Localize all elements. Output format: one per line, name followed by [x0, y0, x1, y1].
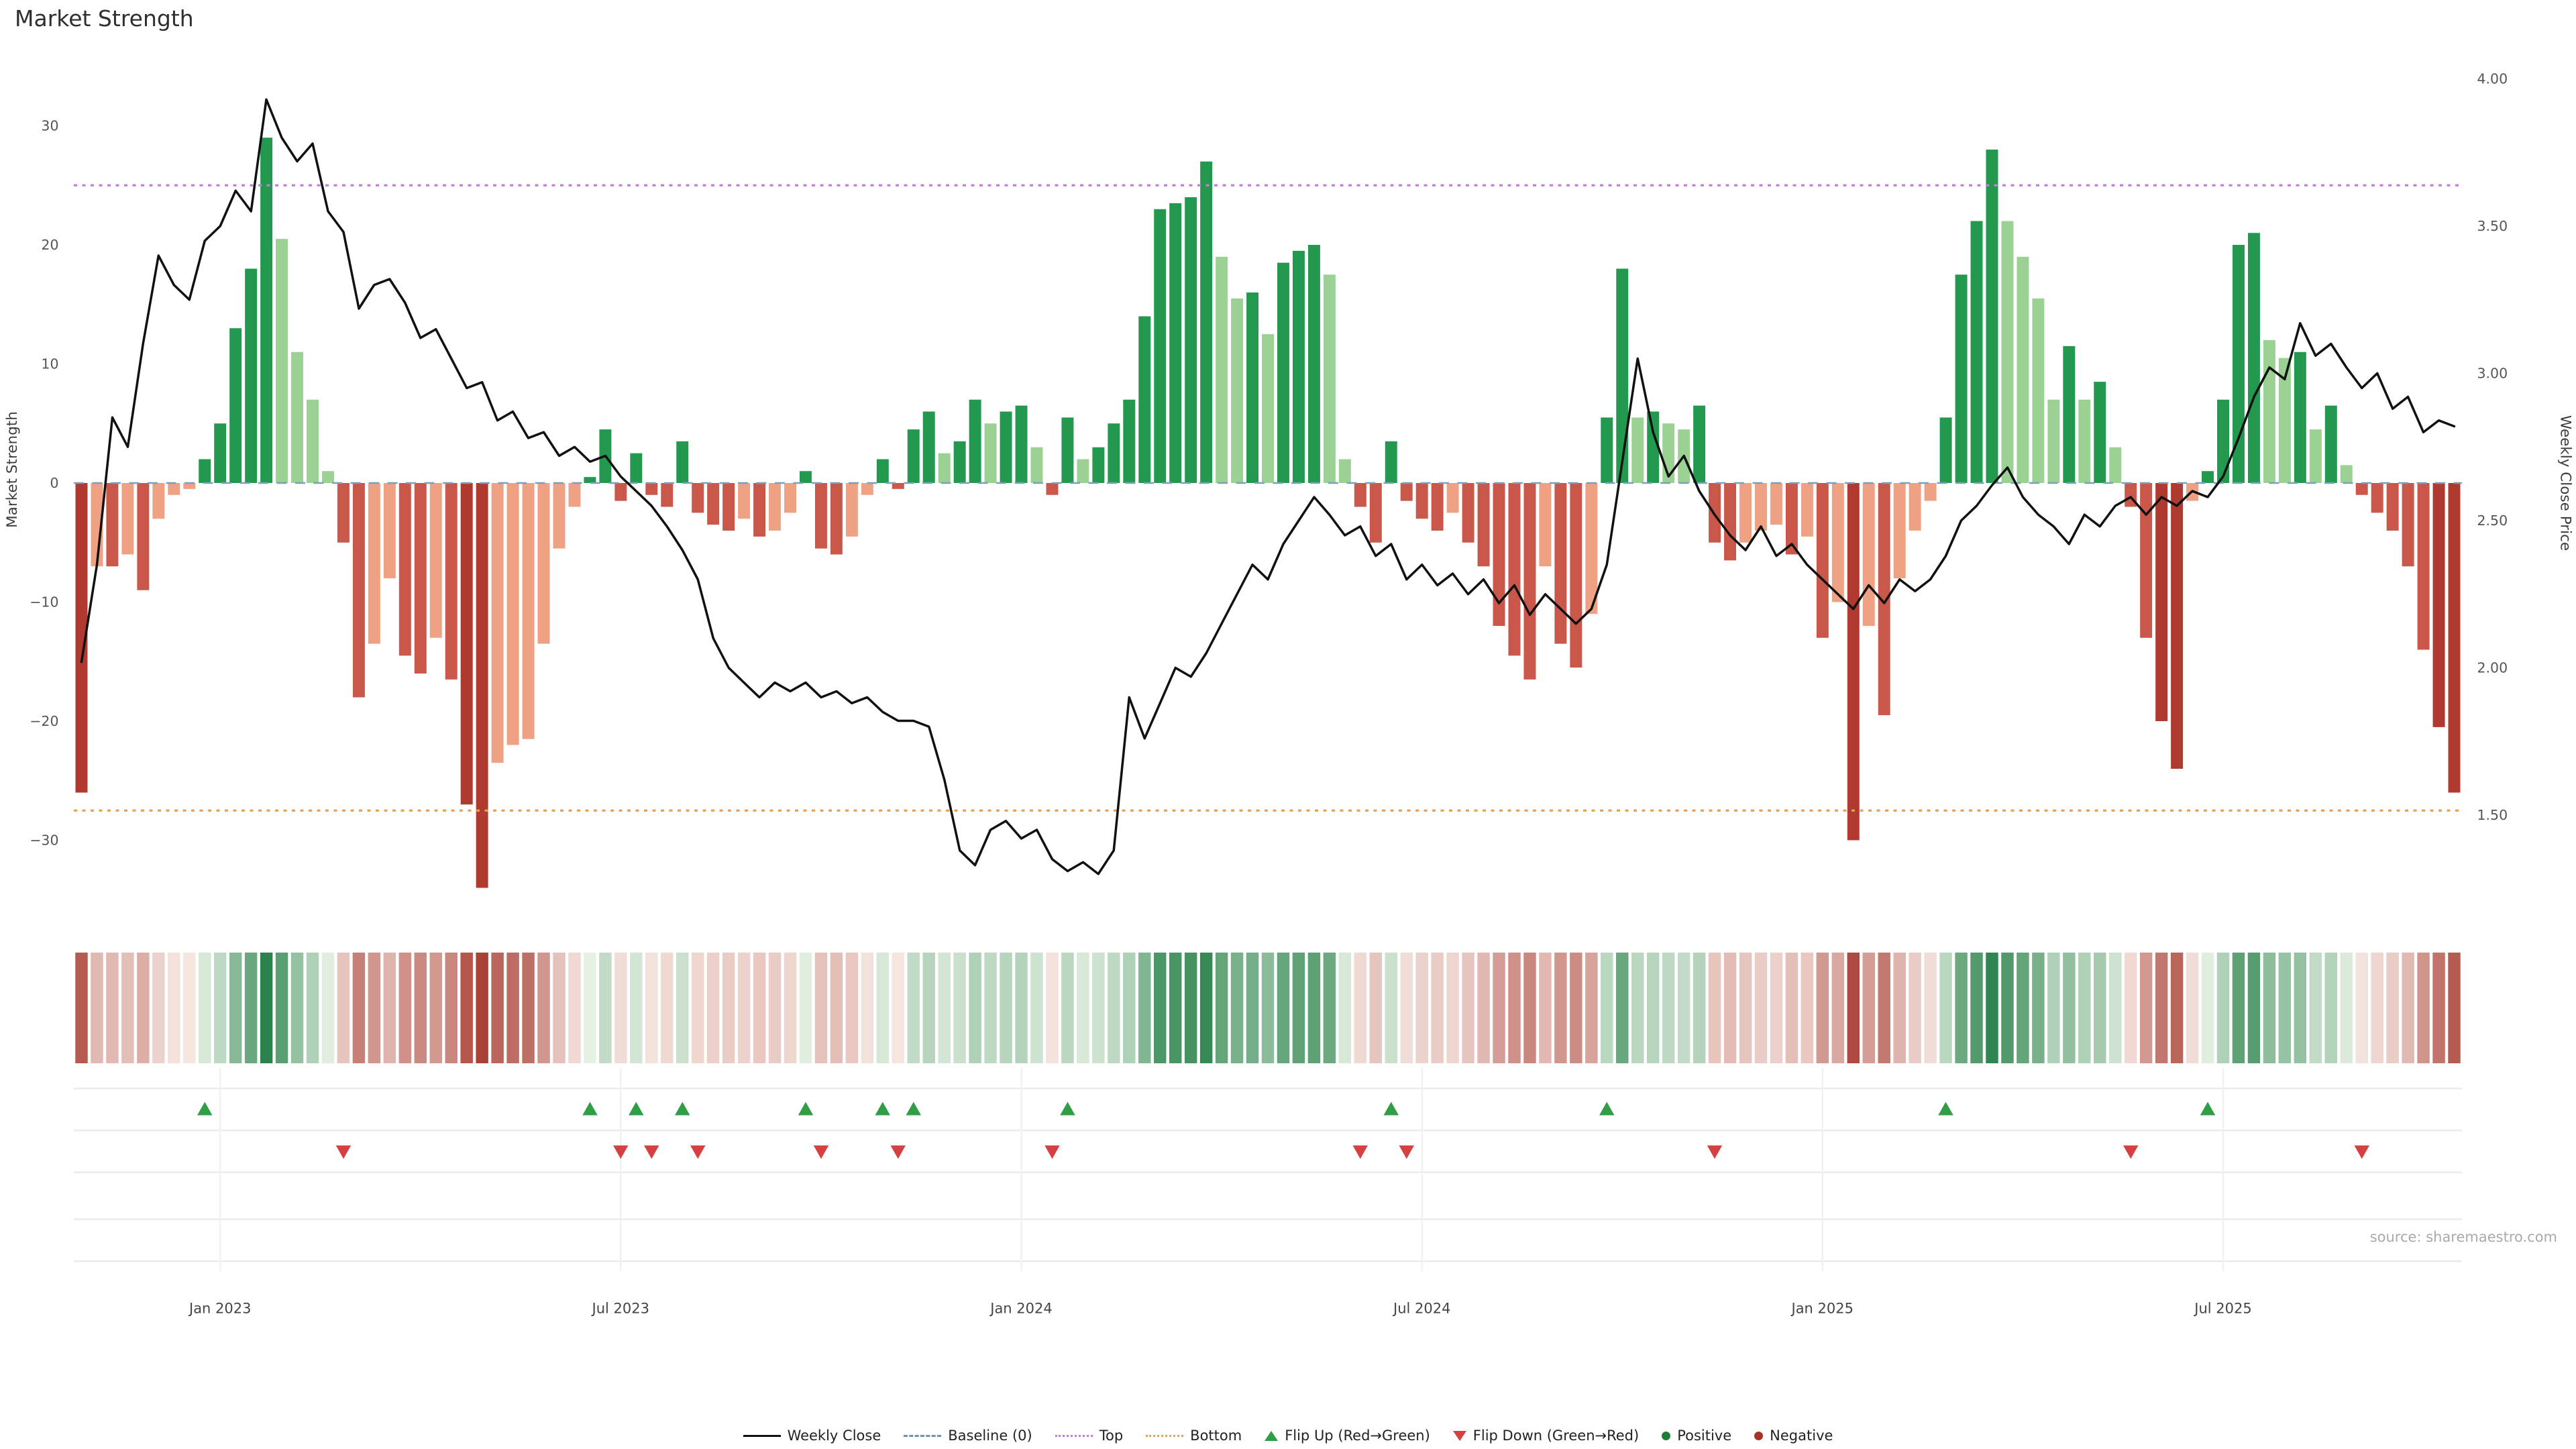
legend-label: Positive [1677, 1428, 1732, 1444]
svg-text:20: 20 [41, 237, 58, 253]
bottom-line-swatch [1146, 1434, 1184, 1437]
left-axis-title: Market Strength [4, 411, 21, 528]
weekly-close-line-swatch [743, 1434, 781, 1437]
svg-text:Jul 2023: Jul 2023 [591, 1301, 649, 1317]
svg-text:0: 0 [50, 475, 58, 491]
svg-text:Jan 2023: Jan 2023 [188, 1301, 252, 1317]
page-title: Market Strength [15, 5, 194, 32]
svg-text:4.00: 4.00 [2477, 71, 2508, 87]
svg-text:30: 30 [41, 118, 58, 134]
baseline-line-swatch [904, 1434, 942, 1437]
positive-dot-icon [1662, 1431, 1671, 1440]
legend-item-top: Top [1055, 1428, 1123, 1444]
legend-label: Bottom [1190, 1428, 1242, 1444]
svg-text:3.50: 3.50 [2477, 218, 2508, 234]
legend-item-bottom: Bottom [1146, 1428, 1242, 1444]
svg-text:−30: −30 [30, 833, 58, 849]
chart-graphics: 30 20 10 0 −10 −20 −30 4.00 3.50 3.00 2.50 2.00 1.50… [30, 71, 2508, 1317]
source-credit: source: sharemaestro.com [2369, 1229, 2557, 1245]
legend-item-baseline: Baseline (0) [904, 1428, 1032, 1444]
legend-item-flip-down: Flip Down (Green→Red) [1452, 1428, 1640, 1444]
legend-label: Flip Up (Red→Green) [1285, 1428, 1430, 1444]
svg-text:10: 10 [41, 356, 58, 372]
legend-item-negative: Negative [1754, 1428, 1833, 1444]
svg-text:3.00: 3.00 [2477, 366, 2508, 382]
right-axis-title: Weekly Close Price [2557, 415, 2574, 551]
legend-item-weekly-close: Weekly Close [743, 1428, 881, 1444]
svg-text:Jan 2024: Jan 2024 [989, 1301, 1053, 1317]
negative-dot-icon [1754, 1431, 1764, 1440]
svg-text:Jan 2025: Jan 2025 [1790, 1301, 1854, 1317]
svg-text:2.50: 2.50 [2477, 513, 2508, 529]
legend: Weekly Close Baseline (0) Top Bottom Fli… [0, 1428, 2576, 1444]
legend-label: Negative [1770, 1428, 1833, 1444]
legend-item-positive: Positive [1662, 1428, 1731, 1444]
legend-item-flip-up: Flip Up (Red→Green) [1265, 1428, 1430, 1444]
flip-down-triangle-icon [1452, 1430, 1466, 1441]
legend-label: Top [1099, 1428, 1124, 1444]
flip-up-triangle-icon [1265, 1430, 1279, 1441]
svg-text:2.00: 2.00 [2477, 660, 2508, 676]
legend-label: Baseline (0) [948, 1428, 1032, 1444]
svg-text:1.50: 1.50 [2477, 807, 2508, 823]
legend-label: Flip Down (Green→Red) [1472, 1428, 1640, 1444]
svg-text:−20: −20 [30, 713, 58, 729]
top-line-swatch [1055, 1434, 1093, 1437]
legend-label: Weekly Close [787, 1428, 881, 1444]
svg-text:Jul 2025: Jul 2025 [2193, 1301, 2251, 1317]
svg-text:−10: −10 [30, 594, 58, 610]
svg-text:Jul 2024: Jul 2024 [1392, 1301, 1450, 1317]
